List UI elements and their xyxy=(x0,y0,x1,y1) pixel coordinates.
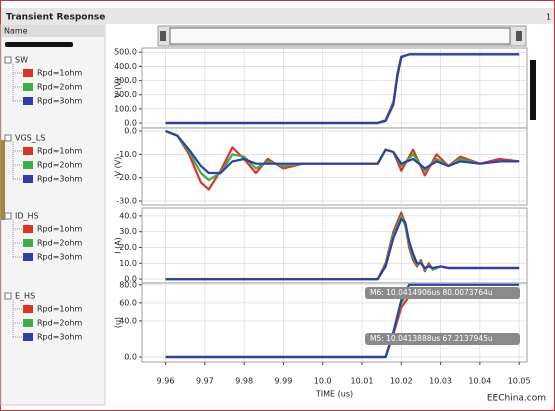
y-tick-label: 40.0 xyxy=(119,211,137,220)
legend-swatch xyxy=(23,147,33,155)
v-scrollbar[interactable] xyxy=(530,60,536,120)
legend-swatch xyxy=(23,83,33,91)
series-line xyxy=(165,218,520,281)
x-tick-label: 10.0 xyxy=(314,377,332,386)
x-tick-label: 9.98 xyxy=(235,377,253,386)
y-tick-label: 30.0 xyxy=(119,227,137,236)
marker-label: M5: 10.0413888us 67.2137945u xyxy=(370,334,493,343)
plot-area xyxy=(141,127,528,206)
y-tick-label: 0.0 xyxy=(124,127,137,136)
legend-label: Rpd=1ohm xyxy=(37,147,82,156)
tree-toggle[interactable] xyxy=(4,134,12,142)
y-tick-label: -20.0 xyxy=(116,173,137,182)
overview-right[interactable] xyxy=(516,31,522,41)
y-tick-label: 80.0 xyxy=(119,280,137,289)
page-number: 1 xyxy=(546,13,551,22)
window-title: Transient Response xyxy=(6,13,105,23)
y-tick-label: 500.0 xyxy=(114,48,137,57)
y-tick-label: 60.0 xyxy=(119,298,137,307)
group-label: SW xyxy=(15,56,28,65)
x-tick-label: 9.99 xyxy=(275,377,293,386)
plot-area xyxy=(141,47,528,129)
y-axis-label: I (A) xyxy=(114,237,123,254)
legend-label: Rpd=1ohm xyxy=(37,225,82,234)
overview-window[interactable] xyxy=(169,27,511,45)
group-label: VGS_LS xyxy=(15,134,45,143)
legend-swatch xyxy=(23,161,33,169)
y-tick-label: -30.0 xyxy=(116,197,137,206)
y-tick-label: 0.0 xyxy=(124,119,137,128)
x-tick-label: 10.05 xyxy=(508,377,531,386)
y-tick-label: 300.0 xyxy=(114,76,137,85)
legend-label: Rpd=2ohm xyxy=(37,83,82,92)
legend-swatch xyxy=(23,225,33,233)
x-tick-label: 10.04 xyxy=(468,377,491,386)
y-tick-label: 100.0 xyxy=(114,104,137,113)
marker-box xyxy=(365,287,520,299)
tree-toggle[interactable] xyxy=(4,292,12,300)
marker-box xyxy=(365,333,520,345)
y-tick-label: 20.0 xyxy=(119,243,137,252)
panel-header-text: Name xyxy=(4,27,28,36)
tree-toggle[interactable] xyxy=(4,212,12,220)
tree-toggle[interactable] xyxy=(4,56,12,64)
group-label: E_HS xyxy=(15,292,35,301)
legend-swatch xyxy=(23,97,33,105)
y-axis-label: V (V) xyxy=(114,157,123,177)
y-tick-label: 10.0 xyxy=(119,259,137,268)
legend-label: Rpd=3ohm xyxy=(37,253,82,262)
scroll-thumb[interactable] xyxy=(5,42,73,47)
y-tick-label: 40.0 xyxy=(119,316,137,325)
x-tick-label: 10.03 xyxy=(429,377,452,386)
legend-label: Rpd=3ohm xyxy=(37,97,82,106)
y-axis-label: V (V) xyxy=(114,78,123,98)
group-label: ID_HS xyxy=(15,212,39,221)
x-axis-label: TIME (us) xyxy=(315,390,353,399)
legend-swatch xyxy=(23,253,33,261)
watermark: EEChina.com xyxy=(487,394,546,404)
x-tick-label: 9.96 xyxy=(157,377,175,386)
legend-swatch xyxy=(23,175,33,183)
legend-label: Rpd=2ohm xyxy=(37,239,82,248)
y-tick-label: 400.0 xyxy=(114,62,137,71)
plot-area xyxy=(141,207,528,284)
legend-label: Rpd=1ohm xyxy=(37,69,82,78)
legend-swatch xyxy=(23,319,33,327)
legend-swatch xyxy=(23,333,33,341)
series-line xyxy=(165,283,520,359)
y-tick-label: 200.0 xyxy=(114,90,137,99)
overview-left[interactable] xyxy=(160,31,166,41)
legend-swatch xyxy=(23,239,33,247)
marker-label: M6: 10.0414906us 80.0073764u xyxy=(370,288,493,297)
legend-swatch xyxy=(23,69,33,77)
legend-label: Rpd=2ohm xyxy=(37,161,82,170)
panel-header xyxy=(1,25,105,37)
y-axis-label: (u) xyxy=(114,317,123,328)
legend-swatch xyxy=(23,305,33,313)
panel-splitter[interactable] xyxy=(1,140,5,220)
legend-label: Rpd=3ohm xyxy=(37,333,82,342)
legend-label: Rpd=3ohm xyxy=(37,175,82,184)
title-bar xyxy=(1,8,554,24)
signal-panel xyxy=(0,24,106,406)
y-tick-label: -10.0 xyxy=(116,150,137,159)
legend-label: Rpd=1ohm xyxy=(37,305,82,314)
y-tick-label: 0.0 xyxy=(124,275,137,284)
series-line xyxy=(165,53,520,125)
x-tick-label: 10.01 xyxy=(351,377,374,386)
x-tick-label: 9.97 xyxy=(196,377,214,386)
x-tick-label: 10.02 xyxy=(390,377,413,386)
series-line xyxy=(165,129,520,175)
y-tick-label: 0.0 xyxy=(124,353,137,362)
legend-label: Rpd=2ohm xyxy=(37,319,82,328)
